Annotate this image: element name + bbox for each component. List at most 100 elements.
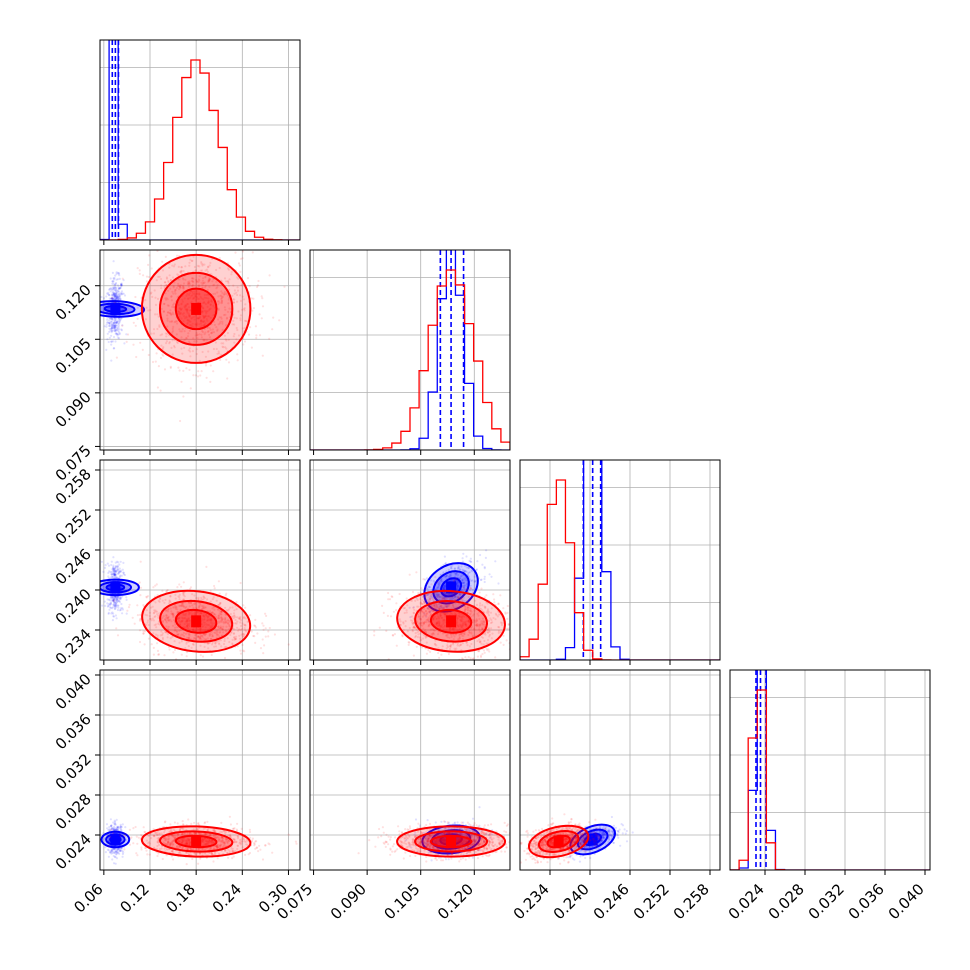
scatter-point (205, 339, 208, 342)
scatter-point (184, 626, 187, 629)
scatter-point (178, 307, 182, 310)
scatter-point (435, 621, 438, 624)
scatter-point (158, 275, 161, 278)
scatter-point (117, 272, 121, 275)
scatter-point (224, 832, 227, 835)
scatter-point (481, 636, 484, 639)
scatter-point (239, 628, 242, 632)
scatter-point (106, 318, 109, 321)
scatter-point (243, 307, 246, 310)
scatter-point (425, 641, 428, 644)
scatter-point (162, 241, 164, 243)
scatter-point (154, 623, 158, 626)
scatter-point (154, 601, 157, 604)
scatter-point (466, 590, 469, 593)
scatter-point (116, 297, 119, 300)
scatter-point (114, 296, 117, 299)
scatter-point (435, 617, 439, 620)
scatter-point (100, 295, 103, 299)
scatter-point (102, 570, 105, 574)
scatter-point (415, 645, 418, 648)
scatter-point (199, 637, 202, 640)
scatter-point (195, 340, 198, 343)
scatter-point (459, 577, 462, 580)
scatter-point (173, 344, 176, 348)
scatter-point (108, 599, 111, 602)
scatter-point (423, 621, 426, 624)
scatter-point (193, 318, 196, 321)
scatter-point (119, 597, 122, 600)
scatter-point (139, 560, 142, 563)
scatter-point (184, 614, 187, 617)
scatter-point (486, 631, 489, 634)
scatter-point (211, 328, 214, 331)
scatter-point (169, 279, 172, 282)
scatter-point (205, 296, 208, 300)
scatter-point (171, 264, 174, 267)
scatter-point (254, 325, 257, 328)
scatter-point (214, 642, 217, 645)
scatter-point (110, 824, 113, 827)
scatter-point (463, 570, 466, 573)
scatter-point (112, 278, 115, 281)
scatter-point (487, 648, 490, 651)
scatter-point (186, 626, 189, 629)
scatter-point (259, 665, 261, 667)
scatter-point (132, 304, 135, 307)
scatter-point (186, 322, 189, 325)
scatter-point (106, 562, 109, 565)
scatter-point (236, 300, 239, 303)
scatter-point (461, 579, 465, 582)
scatter-point (113, 570, 116, 573)
scatter-point (244, 628, 247, 632)
scatter-point (180, 317, 183, 320)
scatter-point (119, 825, 122, 828)
scatter-point (242, 308, 245, 311)
scatter-point (427, 593, 430, 597)
scatter-point (453, 567, 456, 571)
scatter-point (167, 281, 170, 284)
scatter-point (118, 320, 121, 323)
scatter-point (235, 338, 238, 341)
scatter-point (464, 656, 467, 659)
scatter-point (115, 294, 118, 297)
scatter-point (113, 567, 117, 570)
scatter-point (481, 617, 484, 620)
scatter-point (115, 332, 118, 335)
scatter-point (490, 575, 493, 578)
scatter-point (435, 598, 438, 601)
scatter-point (190, 610, 193, 613)
scatter-point (413, 608, 416, 611)
scatter-point (413, 626, 416, 629)
scatter-point (450, 566, 453, 570)
scatter-point (179, 286, 182, 289)
scatter-point (183, 338, 186, 341)
scatter-point (386, 614, 389, 618)
scatter-point (428, 608, 431, 611)
scatter-point (171, 276, 175, 279)
scatter-point (219, 840, 223, 843)
scatter-point (111, 326, 115, 329)
scatter-point (205, 619, 208, 622)
scatter-point (186, 651, 189, 654)
scatter-point (200, 612, 203, 615)
scatter-point (210, 619, 213, 622)
scatter-point (173, 321, 176, 324)
scatter-point (179, 604, 182, 607)
scatter-point (443, 596, 446, 600)
scatter-point (231, 642, 234, 645)
scatter-point (144, 623, 148, 627)
scatter-point (230, 631, 233, 635)
scatter-point (263, 644, 266, 647)
scatter-point (177, 311, 180, 314)
scatter-point (225, 620, 228, 623)
scatter-point (422, 627, 425, 630)
scatter-point (108, 293, 111, 297)
scatter-point (420, 610, 424, 613)
density-peak-1 (446, 615, 457, 628)
scatter-point (467, 595, 470, 599)
scatter-point (448, 636, 451, 639)
scatter-point (437, 622, 440, 625)
scatter-point (200, 604, 204, 608)
scatter-point (103, 325, 106, 328)
